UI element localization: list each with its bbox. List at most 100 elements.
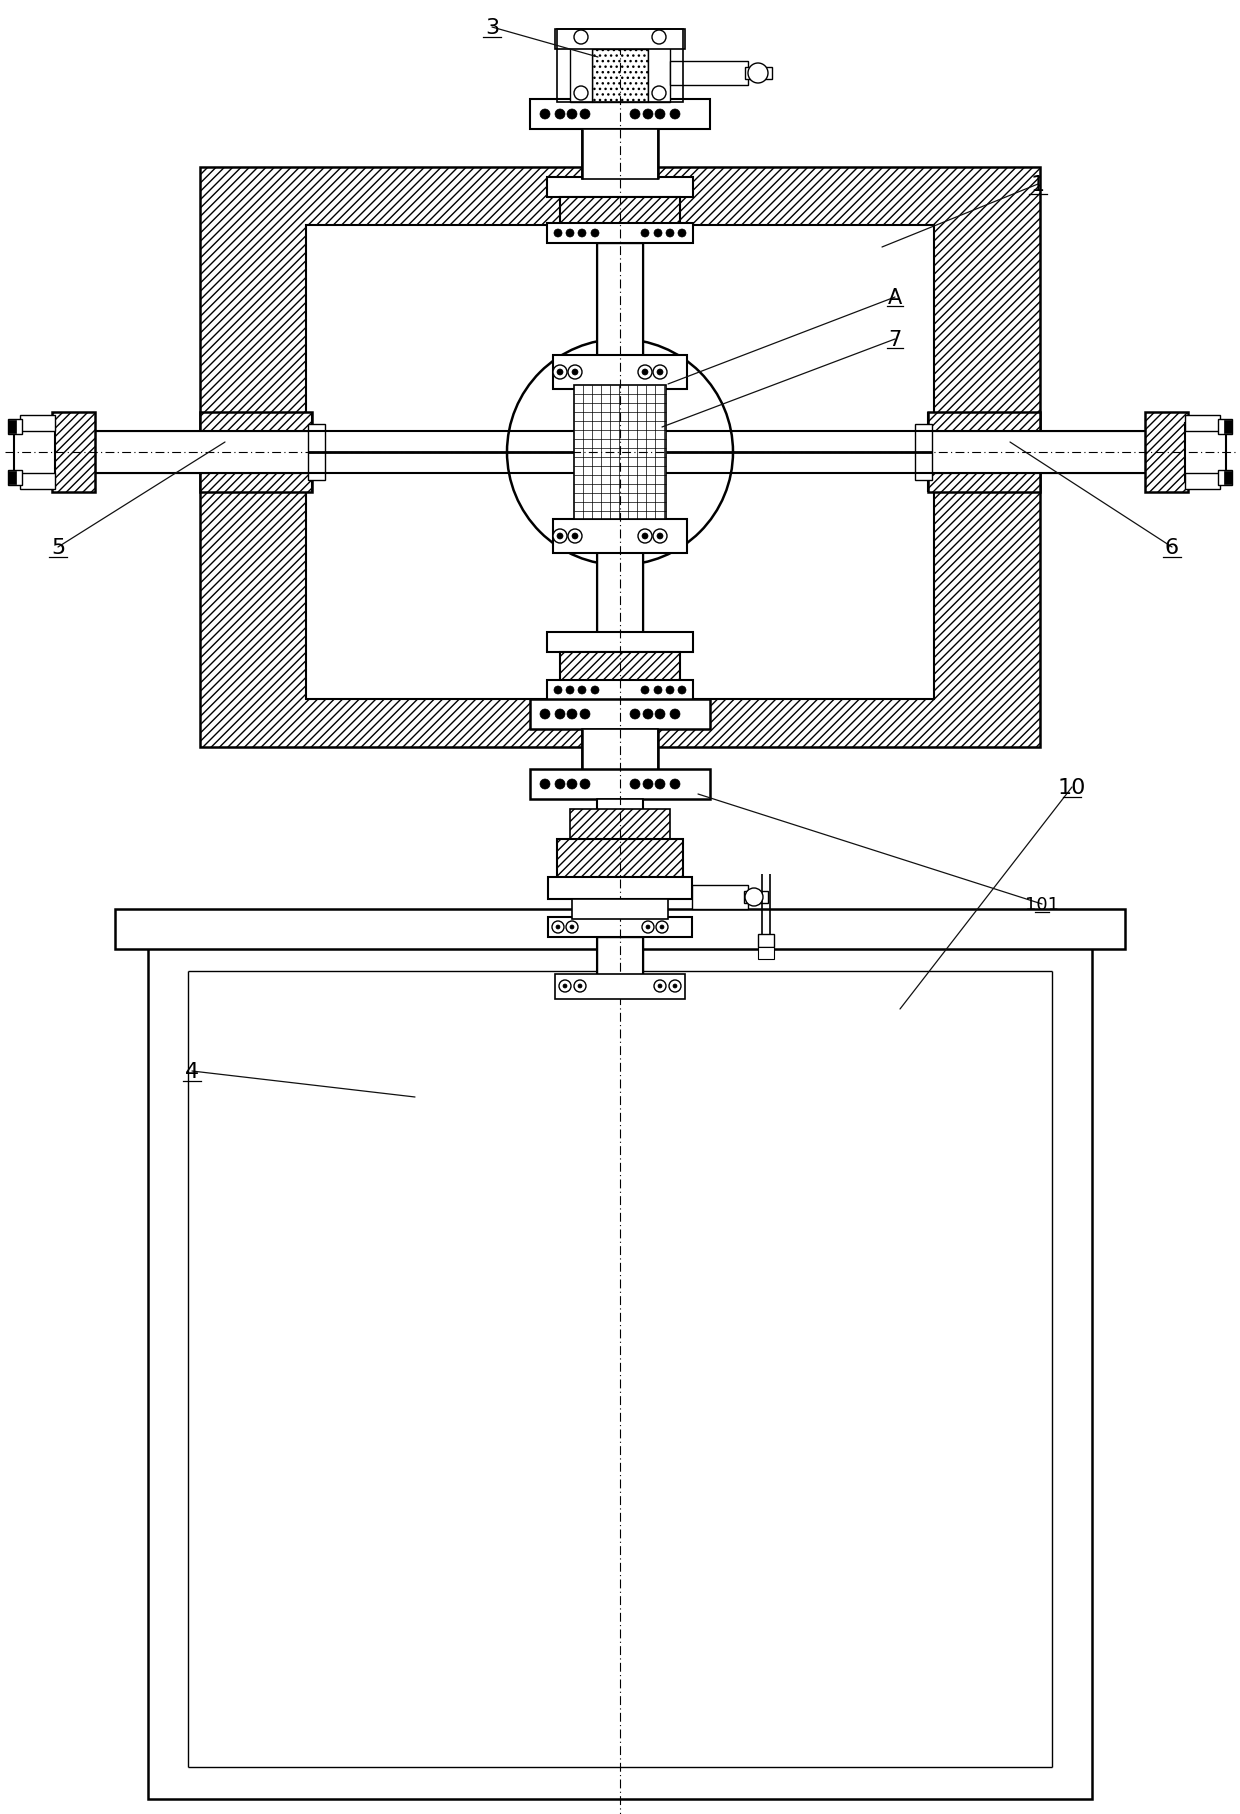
Bar: [306, 227, 934, 700]
Circle shape: [578, 985, 582, 989]
Circle shape: [653, 688, 662, 695]
Circle shape: [644, 111, 653, 120]
Circle shape: [678, 230, 686, 238]
Bar: [1185, 415, 1220, 432]
Circle shape: [642, 533, 649, 541]
Bar: [557, 31, 683, 103]
Bar: [556, 974, 684, 1000]
Bar: [553, 521, 687, 553]
Circle shape: [656, 922, 668, 934]
Circle shape: [565, 922, 578, 934]
Circle shape: [670, 111, 680, 120]
Circle shape: [572, 533, 578, 541]
Circle shape: [557, 370, 563, 375]
Circle shape: [639, 530, 652, 544]
Circle shape: [670, 980, 681, 992]
Circle shape: [563, 985, 567, 989]
Circle shape: [641, 230, 649, 238]
Circle shape: [630, 709, 640, 720]
Circle shape: [591, 688, 599, 695]
Bar: [547, 680, 693, 700]
Bar: [649, 31, 670, 103]
Bar: [915, 424, 932, 481]
Bar: [557, 840, 683, 880]
Bar: [1224, 421, 1233, 434]
Bar: [1224, 472, 1233, 484]
Bar: [60, 432, 310, 473]
Circle shape: [639, 366, 652, 379]
Bar: [758, 947, 774, 960]
Bar: [758, 934, 774, 947]
Text: A: A: [888, 288, 903, 308]
Circle shape: [565, 688, 574, 695]
Circle shape: [570, 925, 574, 929]
Circle shape: [580, 780, 590, 789]
Bar: [596, 521, 644, 635]
Circle shape: [559, 980, 570, 992]
Bar: [547, 178, 693, 198]
Bar: [596, 800, 644, 909]
Circle shape: [658, 985, 662, 989]
Circle shape: [646, 925, 650, 929]
Bar: [744, 891, 768, 903]
Text: 1: 1: [1030, 174, 1045, 194]
Circle shape: [556, 111, 565, 120]
Circle shape: [553, 366, 567, 379]
Circle shape: [657, 370, 663, 375]
Circle shape: [653, 230, 662, 238]
Bar: [7, 472, 16, 484]
Bar: [596, 938, 644, 985]
Circle shape: [539, 709, 551, 720]
Circle shape: [673, 985, 677, 989]
Bar: [308, 424, 325, 481]
Bar: [570, 31, 591, 103]
Bar: [556, 31, 684, 51]
Bar: [574, 386, 666, 521]
Circle shape: [653, 530, 667, 544]
Bar: [1218, 419, 1233, 435]
Circle shape: [666, 688, 675, 695]
Circle shape: [748, 63, 768, 83]
Bar: [20, 415, 55, 432]
Bar: [591, 51, 649, 103]
Bar: [570, 809, 670, 840]
Text: 10: 10: [1058, 778, 1086, 798]
Text: 101: 101: [1025, 896, 1059, 914]
Circle shape: [567, 780, 577, 789]
Bar: [200, 414, 312, 493]
Text: 3: 3: [485, 18, 498, 38]
Circle shape: [507, 339, 733, 566]
Circle shape: [565, 230, 574, 238]
Bar: [7, 472, 22, 486]
Bar: [7, 419, 22, 435]
Circle shape: [557, 533, 563, 541]
Circle shape: [652, 87, 666, 102]
Bar: [547, 633, 693, 653]
Bar: [560, 198, 680, 227]
Circle shape: [553, 530, 567, 544]
Circle shape: [572, 370, 578, 375]
Circle shape: [678, 688, 686, 695]
Bar: [529, 769, 711, 800]
Circle shape: [641, 688, 649, 695]
Circle shape: [644, 780, 653, 789]
Circle shape: [653, 366, 667, 379]
Bar: [582, 729, 658, 771]
Circle shape: [539, 780, 551, 789]
Bar: [14, 424, 55, 483]
Bar: [670, 62, 748, 85]
Bar: [553, 356, 687, 390]
Circle shape: [580, 111, 590, 120]
Circle shape: [552, 922, 564, 934]
Bar: [148, 941, 1092, 1799]
Bar: [20, 473, 55, 490]
Circle shape: [630, 111, 640, 120]
Circle shape: [568, 530, 582, 544]
Bar: [928, 414, 1040, 493]
Bar: [115, 909, 1125, 949]
Circle shape: [556, 780, 565, 789]
Circle shape: [655, 709, 665, 720]
Circle shape: [556, 925, 560, 929]
Circle shape: [539, 111, 551, 120]
Circle shape: [642, 370, 649, 375]
